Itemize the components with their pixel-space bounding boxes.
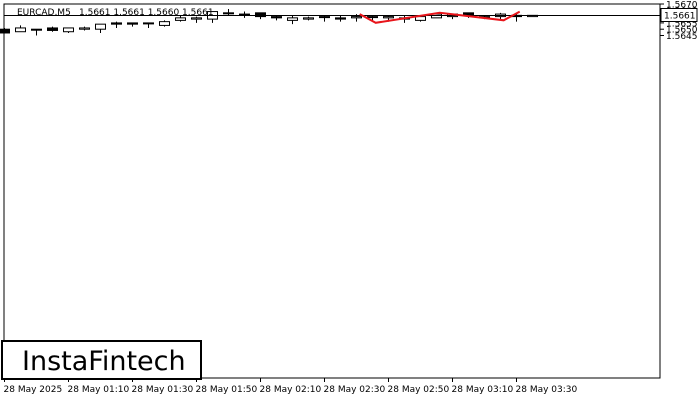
current-price-tag-label: 1.5661: [664, 12, 696, 22]
y-tick-label: 1.5650: [666, 26, 698, 36]
candle-body-bearish: [335, 17, 346, 20]
candle: [191, 16, 202, 23]
candle: [47, 26, 58, 32]
candle: [63, 27, 74, 33]
x-tick-label: 28 May 03:30: [516, 385, 578, 395]
candle-body-bullish: [159, 21, 170, 26]
candle-body-bearish: [127, 22, 138, 25]
x-tick-label: 28 May 01:10: [68, 385, 130, 395]
candle-body-bearish: [255, 12, 266, 18]
x-tick-label: 28 May 2025: [4, 385, 63, 395]
candle-body-bullish: [223, 12, 234, 15]
candle: [159, 20, 170, 27]
candle: [303, 16, 314, 21]
candle-body-bullish: [175, 17, 186, 21]
current-price-tag: 1.5661: [660, 8, 698, 22]
candle: [31, 28, 42, 36]
pattern-line: [359, 10, 521, 24]
x-tick-label: 28 May 03:10: [452, 385, 514, 395]
candle-body-bullish: [239, 13, 250, 16]
y-tick-label: 1.5655: [666, 19, 698, 29]
candle: [367, 15, 378, 21]
candle: [271, 15, 282, 21]
logo: InstaFintech: [1, 340, 202, 380]
plot-frame: [3, 3, 661, 379]
candle: [143, 22, 154, 28]
x-tick-label: 28 May 01:50: [196, 385, 258, 395]
candle-body-bullish: [95, 23, 106, 30]
candle: [319, 15, 330, 22]
candle-body-bullish: [383, 16, 394, 19]
y-tick-label: 1.5645: [666, 32, 698, 42]
logo-box: [1, 340, 202, 380]
current-price-tag-box: [660, 8, 698, 22]
candle-body-bullish: [79, 27, 90, 30]
chart-header-ohlc: 1.5661 1.5661 1.5660 1.5661: [79, 8, 214, 18]
candle-body-bullish: [143, 22, 154, 25]
candle-body-bullish: [319, 16, 330, 19]
candle: [127, 22, 138, 27]
candle-body-bearish: [271, 16, 282, 19]
candle-body-bearish: [0, 28, 10, 34]
x-tick-label: 28 May 02:30: [324, 385, 386, 395]
candles: [0, 9, 538, 36]
candle: [287, 15, 298, 25]
candle-body-bullish: [63, 27, 74, 33]
candle-body-bullish: [287, 17, 298, 21]
x-tick-label: 28 May 02:10: [260, 385, 322, 395]
candle: [335, 15, 346, 22]
x-axis: 28 May 2025 28 May 01:10 28 May 01:30 28 Ma…: [4, 378, 578, 395]
candle-body-bearish: [47, 27, 58, 31]
x-tick-label: 28 May 01:30: [132, 385, 194, 395]
candle-body-bullish: [303, 17, 314, 20]
candle: [111, 21, 122, 28]
candle: [0, 27, 10, 34]
candle: [175, 15, 186, 22]
candle-body-bearish: [111, 22, 122, 25]
candle: [95, 23, 106, 33]
x-tick-label: 28 May 02:50: [388, 385, 450, 395]
chart-header-symbol: EURCAD,M5: [17, 8, 71, 18]
candle: [223, 9, 234, 16]
y-tick-label: 1.5670: [666, 1, 698, 11]
candle-body-bullish: [351, 16, 362, 19]
logo-text: InstaFintech: [22, 346, 186, 377]
candle-body-bullish: [15, 27, 26, 33]
candle-body-bullish: [367, 16, 378, 19]
plot-area: [0, 3, 661, 379]
candle-body-bullish: [31, 28, 42, 31]
candle: [79, 26, 90, 31]
candle: [15, 25, 26, 33]
candle-body-bullish: [191, 17, 202, 20]
